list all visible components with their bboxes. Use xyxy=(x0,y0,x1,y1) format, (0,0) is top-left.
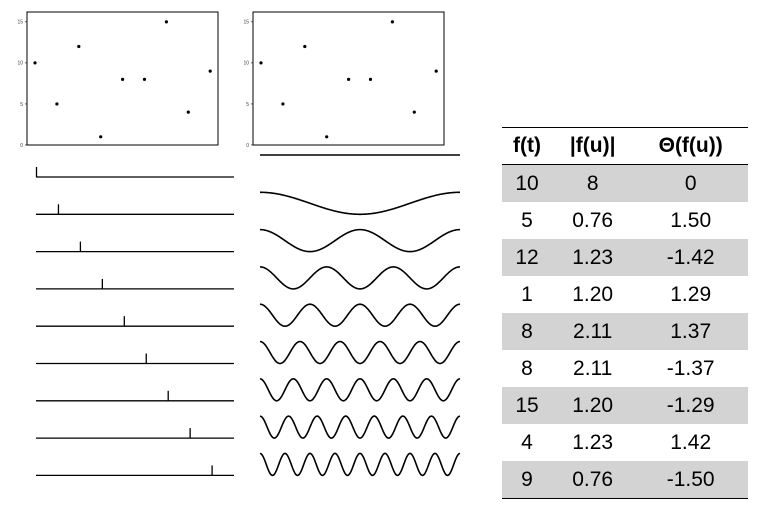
data-point xyxy=(186,110,190,114)
data-point xyxy=(77,44,81,49)
impulse-row xyxy=(36,353,234,365)
cell-phase: 0 xyxy=(633,164,748,202)
cell-magnitude: 1.20 xyxy=(551,387,634,424)
plot-frame xyxy=(26,11,219,146)
data-point xyxy=(347,77,351,81)
cell-phase: -1.29 xyxy=(633,387,748,424)
cell-phase: 1.50 xyxy=(670,208,712,232)
impulse-row xyxy=(36,204,234,215)
y-tick-label: 0 xyxy=(246,143,249,149)
cosine-wave xyxy=(259,340,461,365)
plot-frame xyxy=(252,11,445,146)
data-point xyxy=(142,77,147,81)
cell-phase: -1.50 xyxy=(633,461,748,499)
table-row: 9 0.76 -1.50 xyxy=(502,461,748,499)
data-point xyxy=(434,69,438,73)
cell-signal: 15 xyxy=(502,387,552,424)
cell-phase: -1.37 xyxy=(666,356,715,380)
cell-signal: 4 xyxy=(521,430,533,454)
cell-signal: 8 xyxy=(521,356,533,380)
y-tick-label: 15 xyxy=(243,20,249,26)
table-row: 8 2.11 -1.37 xyxy=(502,350,748,387)
y-tick-label: 0 xyxy=(20,143,23,149)
table-row: 1 1.20 1.29 xyxy=(502,276,748,313)
y-tick-label: 15 xyxy=(17,20,23,26)
cell-signal: 1 xyxy=(521,282,533,306)
cell-phase: 1.29 xyxy=(670,282,712,306)
cosine-wave xyxy=(260,191,460,216)
table-row: 4 1.23 1.42 xyxy=(502,424,748,461)
cell-signal: 5 xyxy=(521,208,533,232)
cosine-wave xyxy=(259,452,461,477)
table-row: 12 1.23 -1.42 xyxy=(502,239,748,276)
data-point xyxy=(325,135,329,139)
data-point xyxy=(281,102,285,106)
data-point xyxy=(412,110,416,114)
scatter-plot-1: 15 10 5 0 xyxy=(17,11,219,149)
table-row: 5 0.76 1.50 xyxy=(502,202,748,239)
data-point xyxy=(208,69,212,73)
cell-magnitude: 0.76 xyxy=(551,461,634,499)
data-point xyxy=(390,20,394,24)
cell-signal: 12 xyxy=(502,239,552,276)
table-header-row: f(t) |f(u)| Θ(f(u)) xyxy=(502,127,748,165)
cell-signal: 9 xyxy=(502,461,552,499)
impulse-row xyxy=(36,428,234,439)
data-point xyxy=(33,61,37,65)
data-point xyxy=(121,77,125,81)
impulse-row xyxy=(36,465,234,477)
table-row: 8 2.11 1.37 xyxy=(502,313,748,350)
cell-magnitude: 0.76 xyxy=(572,208,614,232)
y-tick-label: 5 xyxy=(246,102,249,108)
y-tick-label: 10 xyxy=(243,61,249,67)
cosine-wave xyxy=(259,228,461,253)
data-point xyxy=(368,77,373,81)
cosine-wave xyxy=(259,377,461,402)
cell-magnitude: 2.11 xyxy=(573,356,613,380)
data-point xyxy=(99,135,103,139)
data-point xyxy=(164,20,168,24)
cell-magnitude: 1.20 xyxy=(572,282,614,306)
table-row: 10 8 0 xyxy=(502,164,748,202)
impulse-row xyxy=(35,167,234,178)
y-tick-label: 5 xyxy=(20,102,23,108)
data-point xyxy=(303,44,307,49)
header-phase: Θ(f(u)) xyxy=(633,127,748,165)
cell-phase: -1.42 xyxy=(633,239,748,276)
header-signal: f(t) xyxy=(502,127,552,165)
y-tick-label: 10 xyxy=(17,61,23,67)
impulse-row xyxy=(36,390,234,402)
cell-signal: 10 xyxy=(502,164,552,202)
data-point xyxy=(55,102,59,106)
cell-magnitude: 8 xyxy=(551,164,634,202)
cell-magnitude: 2.11 xyxy=(551,313,634,350)
header-magnitude: |f(u)| xyxy=(551,127,634,165)
impulse-row xyxy=(36,278,234,290)
impulse-row xyxy=(36,241,234,253)
impulse-row xyxy=(36,316,234,327)
table-row: 15 1.20 -1.29 xyxy=(502,387,748,424)
cell-signal: 8 xyxy=(502,313,552,350)
cell-phase: 1.42 xyxy=(670,430,712,454)
scatter-plot-2: 15 10 5 0 xyxy=(243,11,445,149)
cosine-wave xyxy=(259,415,461,439)
cell-magnitude: 1.23 xyxy=(551,239,634,276)
cell-phase: 1.37 xyxy=(633,313,748,350)
cell-magnitude: 1.23 xyxy=(572,430,614,454)
coefficient-table: f(t) |f(u)| Θ(f(u)) 10 8 0 5 0.76 1.50 12 1.23-… xyxy=(502,127,748,499)
cosine-wave xyxy=(259,266,461,290)
cosine-wave xyxy=(259,303,461,327)
data-point xyxy=(259,61,263,65)
